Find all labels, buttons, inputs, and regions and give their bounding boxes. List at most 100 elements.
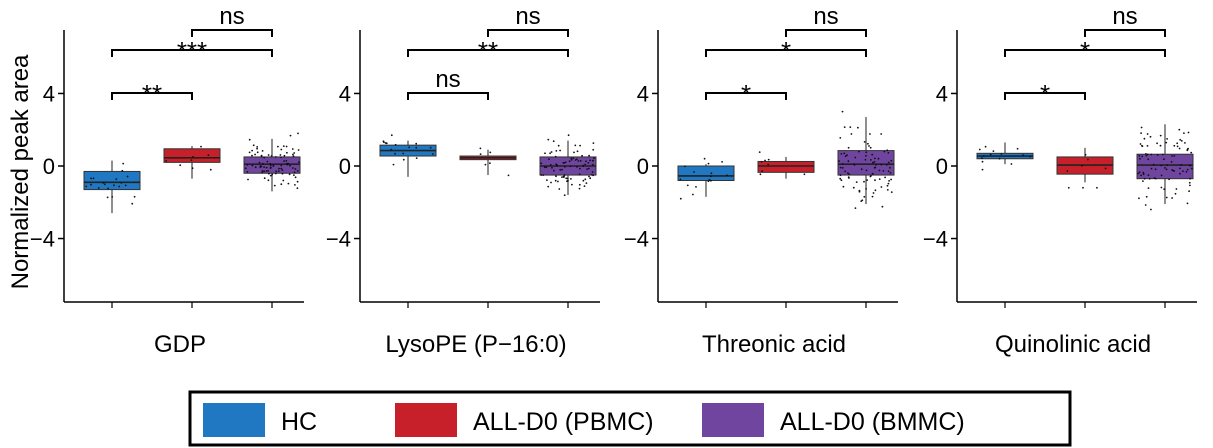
- data-point: [881, 205, 884, 208]
- data-point: [1190, 167, 1193, 170]
- data-point: [857, 126, 859, 129]
- data-point: [1186, 202, 1189, 205]
- data-point: [692, 193, 694, 196]
- data-point: [122, 162, 125, 165]
- data-point: [998, 157, 1001, 160]
- legend-label: ALL-D0 (PBMC): [473, 408, 654, 436]
- data-point: [577, 160, 580, 162]
- panel-4: 4 0 −4 * * ns Quinolinic acid: [923, 3, 1197, 358]
- y-tick-label: −4: [923, 227, 948, 252]
- y-tick-label: 0: [339, 154, 351, 179]
- data-point: [584, 178, 587, 181]
- panel-2: 4 0 −4 ns ** ns LysoPE (P−16:0): [326, 3, 600, 358]
- data-point: [489, 151, 492, 154]
- legend-swatch: [395, 403, 457, 437]
- data-point: [561, 176, 563, 179]
- data-point: [842, 185, 845, 188]
- data-point: [1149, 135, 1152, 138]
- data-point: [394, 143, 397, 146]
- data-point: [120, 181, 123, 184]
- data-point: [277, 170, 280, 173]
- data-point: [1143, 177, 1146, 180]
- significance-bracket: **: [407, 36, 569, 66]
- data-point: [546, 179, 548, 182]
- data-point: [1081, 164, 1083, 167]
- data-point: [124, 184, 127, 187]
- data-point: [759, 173, 762, 176]
- data-point: [179, 164, 182, 167]
- box-hc: [83, 160, 141, 308]
- data-point: [1153, 177, 1156, 179]
- data-point: [103, 183, 106, 186]
- data-point: [565, 177, 568, 180]
- data-point: [886, 184, 889, 187]
- data-point: [1156, 142, 1158, 145]
- significance-label: *: [1080, 36, 1090, 66]
- bracket-line: [705, 49, 867, 57]
- significance-bracket: *: [705, 79, 787, 109]
- data-point: [261, 170, 264, 172]
- data-point: [246, 170, 249, 173]
- data-point: [884, 176, 886, 179]
- data-point: [1147, 158, 1150, 161]
- data-point: [272, 165, 275, 167]
- data-point: [269, 164, 272, 167]
- data-point: [841, 167, 844, 169]
- data-point: [268, 172, 270, 175]
- data-point: [390, 148, 393, 151]
- data-point: [865, 169, 868, 172]
- data-point: [281, 172, 284, 175]
- data-point: [1140, 132, 1142, 135]
- data-point: [758, 151, 761, 154]
- data-point: [1145, 195, 1148, 198]
- data-point: [587, 162, 590, 164]
- data-point: [562, 162, 565, 164]
- data-point: [568, 160, 571, 163]
- data-point: [1170, 161, 1173, 163]
- data-point: [1173, 144, 1176, 147]
- data-point: [107, 187, 109, 190]
- data-point: [385, 142, 388, 145]
- data-point: [1160, 164, 1162, 167]
- data-point: [582, 179, 585, 182]
- panel-title: Threonic acid: [702, 331, 846, 358]
- data-point: [479, 147, 482, 150]
- data-point: [1150, 208, 1152, 211]
- box-all-d0-bmmc-: [243, 132, 301, 308]
- data-point: [296, 187, 299, 190]
- data-point: [1137, 172, 1140, 175]
- data-point: [843, 126, 846, 128]
- data-point: [863, 180, 865, 183]
- legend-label: ALL-D0 (BMMC): [780, 408, 965, 436]
- data-point: [578, 187, 581, 190]
- data-point: [726, 174, 728, 177]
- data-point: [576, 158, 578, 161]
- data-point: [408, 146, 411, 149]
- data-point: [415, 146, 418, 149]
- data-point: [286, 151, 288, 154]
- data-point: [572, 157, 575, 160]
- data-point: [262, 162, 264, 165]
- data-point: [889, 172, 892, 174]
- data-point: [256, 146, 259, 148]
- data-point: [873, 161, 876, 163]
- data-point: [767, 158, 770, 161]
- data-point: [298, 161, 300, 164]
- data-point: [92, 177, 95, 180]
- data-point: [841, 110, 844, 113]
- data-point: [849, 126, 852, 128]
- data-point: [703, 157, 706, 160]
- data-point: [887, 182, 890, 185]
- data-point: [544, 152, 546, 155]
- data-point: [573, 151, 575, 154]
- data-point: [1163, 158, 1165, 161]
- data-point: [293, 171, 296, 174]
- data-point: [280, 183, 283, 186]
- data-point: [838, 160, 840, 163]
- data-point: [981, 168, 984, 171]
- data-point: [283, 154, 286, 157]
- legend-item-1: HC: [203, 403, 317, 437]
- box-body: [837, 150, 895, 176]
- data-point: [263, 177, 266, 180]
- data-point: [839, 166, 842, 169]
